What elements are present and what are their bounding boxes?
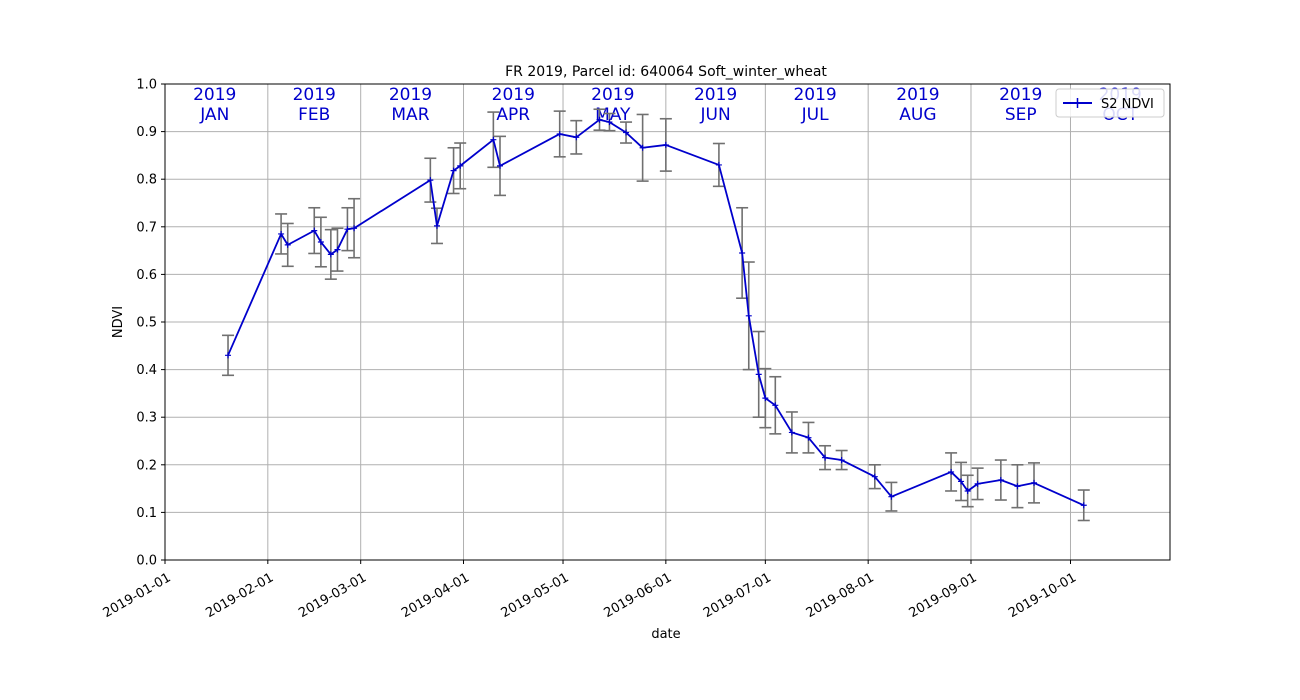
data-point	[1031, 479, 1038, 486]
y-tick-label: 0.9	[136, 125, 157, 140]
y-tick-label: 0.3	[136, 411, 157, 426]
data-point	[596, 116, 603, 123]
y-tick-label: 0.7	[136, 220, 157, 235]
series-group	[225, 116, 1087, 509]
legend-box	[1055, 88, 1165, 118]
data-point	[948, 468, 955, 475]
data-point	[755, 371, 762, 378]
y-tick-label: 0.8	[136, 173, 157, 188]
data-point	[662, 141, 669, 148]
month-year-label: 2019	[999, 85, 1042, 105]
series-line-s2-ndvi	[227, 118, 1085, 507]
x-tick-label: 2019-04-01	[399, 570, 472, 621]
x-tick-label: 2019-01-01	[101, 570, 174, 621]
data-point	[715, 161, 722, 168]
y-axis: 0.0 0.1 0.2 0.3 0.4 0.5 0.6 0.7 0.8 0.9 1.0	[136, 78, 165, 569]
month-name-label: FEB	[298, 105, 330, 125]
data-point	[573, 134, 580, 141]
legend-label: S2 NDVI	[1101, 97, 1154, 112]
data-point	[788, 429, 795, 436]
data-point	[888, 493, 895, 500]
data-point	[556, 130, 563, 137]
data-point	[762, 395, 769, 402]
data-point	[997, 477, 1004, 484]
data-point	[1014, 483, 1021, 490]
y-tick-label: 0.2	[136, 458, 157, 473]
data-point	[225, 352, 232, 359]
month-year-label: 2019	[694, 85, 737, 105]
data-point	[497, 162, 503, 169]
data-point	[1080, 502, 1087, 509]
month-name-label: JUN	[700, 105, 731, 125]
data-point	[284, 241, 291, 248]
data-point	[838, 457, 845, 464]
data-point	[958, 478, 965, 485]
y-tick-label: 0.4	[136, 363, 157, 378]
legend: S2 NDVI	[1055, 88, 1165, 118]
month-name-label: APR	[496, 105, 530, 125]
x-tick-label: 2019-09-01	[907, 570, 980, 621]
chart-title: FR 2019, Parcel id: 640064 Soft_winter_w…	[505, 64, 827, 80]
y-axis-label: NDVI	[111, 306, 126, 338]
x-tick-label: 2019-05-01	[499, 570, 572, 621]
data-point	[772, 402, 779, 409]
data-point	[639, 144, 646, 151]
x-tick-label: 2019-03-01	[296, 570, 369, 621]
x-axis-label: date	[651, 627, 680, 642]
y-tick-label: 1.0	[136, 78, 157, 93]
data-point	[457, 162, 464, 169]
data-point	[311, 227, 318, 234]
month-name-label: AUG	[899, 105, 936, 125]
y-tick-label: 0.6	[136, 268, 157, 283]
y-tick-label: 0.1	[136, 506, 157, 521]
data-point	[739, 249, 746, 256]
data-point	[974, 480, 981, 487]
data-point	[871, 473, 878, 480]
month-name-label: JAN	[199, 105, 229, 125]
data-point	[344, 226, 351, 233]
month-year-label: 2019	[793, 85, 836, 105]
data-point	[427, 177, 434, 184]
grid-lines	[164, 83, 1170, 561]
data-point	[433, 222, 440, 229]
x-tick-label: 2019-08-01	[804, 570, 877, 621]
data-point	[623, 129, 630, 136]
x-tick-label: 2019-10-01	[1006, 570, 1079, 621]
data-point	[822, 454, 829, 461]
data-point	[450, 167, 457, 174]
y-tick-label: 0.5	[136, 316, 157, 331]
data-point	[490, 136, 497, 143]
x-tick-label: 2019-02-01	[203, 570, 276, 621]
x-axis: 2019-01-01 2019-02-01 2019-03-01 2019-04-01…	[101, 560, 1079, 621]
error-bars	[222, 108, 1090, 522]
data-point	[317, 239, 324, 246]
y-tick-label: 0.0	[136, 554, 157, 569]
data-point	[964, 487, 971, 494]
month-year-label: 2019	[193, 85, 236, 105]
month-year-label: 2019	[293, 85, 336, 105]
month-labels: 2019JAN2019FEB2019MAR2019APR2019MAY2019J…	[193, 85, 1142, 125]
month-name-label: SEP	[1005, 105, 1037, 125]
x-tick-label: 2019-07-01	[701, 570, 774, 621]
data-point	[805, 434, 812, 441]
data-point	[745, 312, 752, 319]
month-year-label: 2019	[389, 85, 432, 105]
month-year-label: 2019	[591, 85, 634, 105]
data-point	[278, 230, 285, 237]
month-name-label: JUL	[801, 105, 829, 125]
month-name-label: MAR	[391, 105, 429, 125]
data-point	[606, 119, 613, 126]
month-year-label: 2019	[492, 85, 535, 105]
data-point	[334, 246, 341, 253]
x-tick-label: 2019-06-01	[601, 570, 674, 621]
data-point	[351, 225, 358, 232]
month-year-label: 2019	[896, 85, 939, 105]
data-point	[327, 251, 334, 258]
